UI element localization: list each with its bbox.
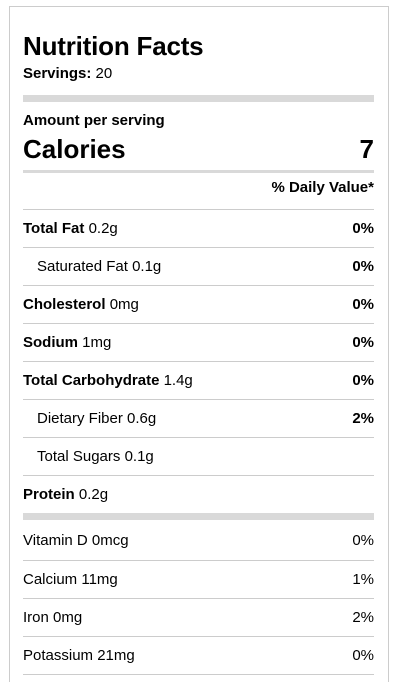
vitamin-name: Vitamin D — [23, 531, 88, 549]
vitamin-amount: 21mg — [97, 647, 135, 664]
nutrient-name: Saturated Fat — [37, 258, 128, 275]
vitamin-amount: 0mg — [53, 609, 83, 626]
nutrient-amount: 0.2g — [88, 220, 118, 237]
nutrient-dv: 0% — [352, 220, 374, 237]
nutrient-amount: 0mg — [109, 296, 139, 313]
nutrient-amount: 0.2g — [78, 486, 109, 503]
daily-value-header: % Daily Value* — [23, 173, 374, 210]
vitamin-name: Iron — [23, 609, 49, 626]
vitamin-dv: 2% — [352, 609, 374, 626]
nutrient-row-dietary-fiber: Dietary Fiber 0.6g 2% — [23, 400, 374, 438]
nutrient-amount: 1.4g — [163, 372, 193, 389]
nutrient-name: Total Fat — [23, 220, 85, 237]
nutrient-name: Cholesterol — [23, 296, 106, 313]
nutrition-facts-label: Nutrition Facts Servings: 20 Amount per … — [9, 6, 389, 682]
nutrient-name: Total Sugars — [37, 448, 121, 465]
servings-value: 20 — [95, 65, 113, 82]
vitamin-row-potassium: Potassium 21mg 0% — [23, 637, 374, 675]
nutrient-amount: 0.1g — [124, 448, 154, 465]
calories-value: 7 — [359, 134, 374, 164]
servings-line: Servings: 20 — [23, 65, 374, 83]
nutrient-name: Dietary Fiber — [37, 410, 123, 427]
label-title: Nutrition Facts — [23, 31, 204, 61]
vitamin-amount: 0mcg — [91, 531, 129, 549]
servings-label: Servings: — [23, 65, 92, 82]
nutrient-dv: 0% — [352, 334, 374, 351]
calories-row: Calories 7 — [23, 132, 374, 166]
nutrient-name: Protein — [23, 486, 75, 503]
nutrient-dv: 0% — [352, 296, 374, 313]
nutrient-row-cholesterol: Cholesterol 0mg 0% — [23, 286, 374, 324]
vitamin-amount: 11mg — [81, 571, 118, 588]
nutrient-name: Total Carbohydrate — [23, 372, 160, 389]
thick-divider — [23, 513, 374, 520]
nutrient-row-total-sugars: Total Sugars 0.1g — [23, 438, 374, 476]
vitamin-row-calcium: Calcium 11mg 1% — [23, 561, 374, 599]
nutrient-row-saturated-fat: Saturated Fat 0.1g 0% — [23, 248, 374, 286]
vitamin-dv: 1% — [352, 571, 374, 588]
nutrient-row-total-fat: Total Fat 0.2g 0% — [23, 210, 374, 248]
nutrient-dv: 0% — [352, 258, 374, 275]
nutrient-row-protein: Protein 0.2g — [23, 476, 374, 513]
medium-divider — [23, 170, 374, 173]
nutrient-amount: 0.1g — [132, 258, 162, 275]
nutrient-amount: 1mg — [82, 334, 112, 351]
nutrient-dv: 0% — [352, 372, 374, 389]
vitamin-row-vitamin-d: Vitamin D 0mcg 0% — [23, 520, 374, 561]
vitamin-row-iron: Iron 0mg 2% — [23, 599, 374, 637]
vitamin-name: Calcium — [23, 571, 78, 588]
nutrient-amount: 0.6g — [127, 410, 157, 427]
vitamin-name: Potassium — [23, 647, 94, 664]
vitamin-dv: 0% — [352, 531, 374, 549]
nutrient-row-sodium: Sodium 1mg 0% — [23, 324, 374, 362]
vitamin-dv: 0% — [352, 647, 374, 664]
thick-divider — [23, 95, 374, 102]
nutrient-name: Sodium — [23, 334, 78, 351]
amount-per-serving: Amount per serving — [23, 112, 165, 129]
calories-label: Calories — [23, 134, 126, 164]
nutrient-row-total-carbohydrate: Total Carbohydrate 1.4g 0% — [23, 362, 374, 400]
nutrient-dv: 2% — [352, 410, 374, 427]
